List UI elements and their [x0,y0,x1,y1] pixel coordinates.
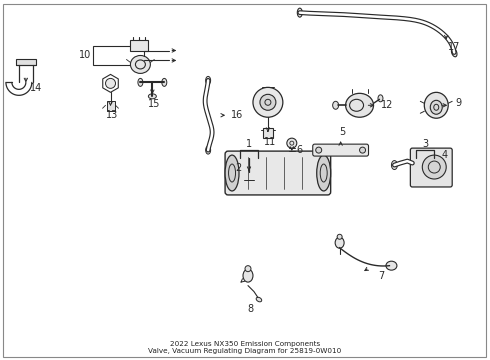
Text: 9: 9 [455,98,461,108]
Text: 13: 13 [106,110,119,120]
Ellipse shape [206,146,211,154]
Bar [245,180,253,190]
Circle shape [287,138,297,148]
Ellipse shape [360,147,366,153]
Ellipse shape [245,266,251,272]
Text: 12: 12 [381,100,393,110]
Ellipse shape [316,147,322,153]
FancyBboxPatch shape [313,144,368,156]
Bar [93,45,145,66]
Ellipse shape [451,48,457,57]
Text: 2022 Lexus NX350 Emission Components
Valve, Vacuum Regulating Diagram for 25819-: 2022 Lexus NX350 Emission Components Val… [148,341,342,354]
Ellipse shape [162,78,167,86]
Ellipse shape [345,93,373,117]
Ellipse shape [243,269,253,282]
Ellipse shape [333,101,339,109]
Ellipse shape [206,76,211,84]
Bar [16,59,36,66]
Ellipse shape [335,237,344,248]
Text: 11: 11 [264,137,276,147]
Ellipse shape [138,78,143,86]
Bar [106,101,115,111]
Text: 2: 2 [235,163,241,173]
Text: 3: 3 [422,139,428,149]
Ellipse shape [225,155,239,191]
Circle shape [105,78,116,88]
Ellipse shape [424,92,448,118]
Ellipse shape [256,297,262,302]
Text: 15: 15 [148,99,161,109]
Bar [263,128,273,138]
Circle shape [253,87,283,117]
Ellipse shape [148,94,156,99]
Text: 7: 7 [378,271,385,281]
Text: 4: 4 [441,150,447,160]
Ellipse shape [378,95,383,102]
Text: 8: 8 [247,305,253,315]
Ellipse shape [130,55,150,73]
Text: 17: 17 [448,41,461,51]
Circle shape [260,94,276,110]
Text: 1: 1 [246,139,252,149]
Ellipse shape [392,161,397,170]
FancyBboxPatch shape [225,151,331,195]
Text: 6: 6 [297,145,303,155]
Bar [130,40,148,51]
Ellipse shape [337,234,342,239]
FancyBboxPatch shape [410,148,452,187]
Text: 10: 10 [78,50,91,60]
Ellipse shape [317,155,331,191]
Text: 5: 5 [340,127,346,137]
Ellipse shape [430,100,442,114]
Text: 16: 16 [231,110,243,120]
Ellipse shape [297,8,302,17]
Ellipse shape [386,261,397,270]
Text: 14: 14 [30,84,42,93]
Circle shape [422,155,446,179]
